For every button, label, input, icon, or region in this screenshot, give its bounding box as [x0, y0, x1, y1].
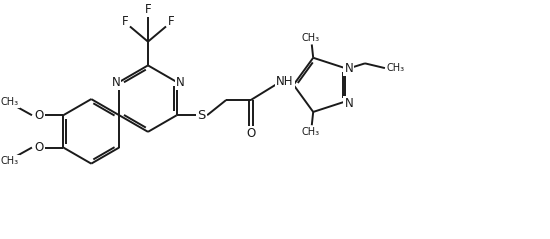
Text: CH₃: CH₃	[302, 127, 320, 137]
Text: CH₃: CH₃	[1, 97, 19, 107]
Text: CH₃: CH₃	[302, 33, 320, 43]
Text: CH₃: CH₃	[386, 63, 404, 73]
Text: CH₃: CH₃	[1, 156, 19, 166]
Text: S: S	[197, 109, 206, 122]
Text: NH: NH	[276, 75, 294, 87]
Text: N: N	[175, 76, 184, 88]
Text: O: O	[34, 141, 43, 154]
Text: N: N	[344, 98, 353, 110]
Text: F: F	[122, 15, 129, 28]
Text: O: O	[34, 109, 43, 122]
Text: N: N	[344, 62, 353, 75]
Text: N: N	[112, 76, 120, 88]
Text: F: F	[167, 15, 174, 28]
Text: O: O	[246, 127, 255, 140]
Text: F: F	[145, 3, 151, 16]
